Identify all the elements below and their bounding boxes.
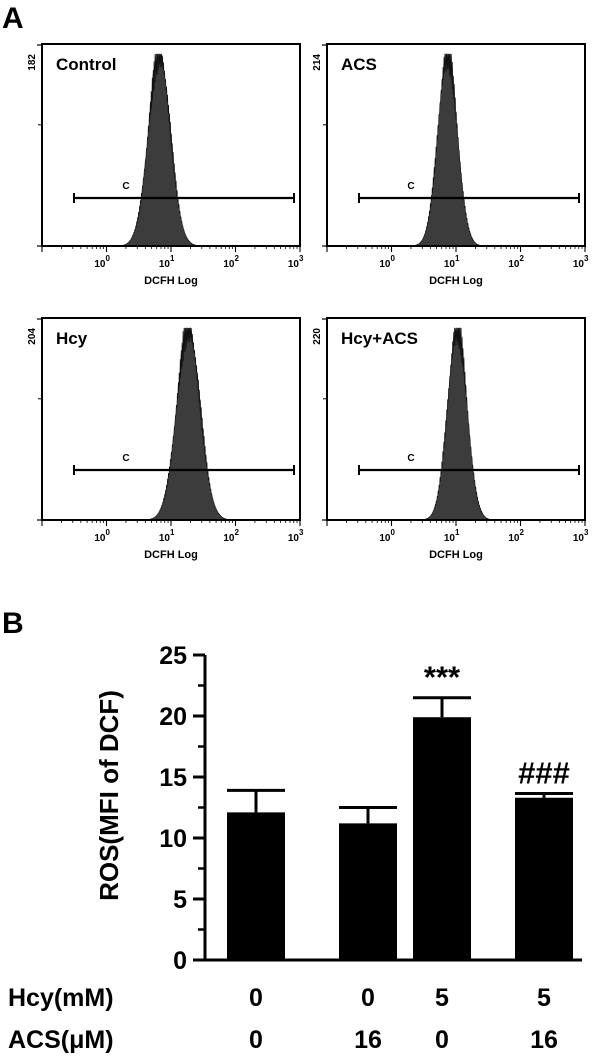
y-tick-label: 0 bbox=[173, 947, 187, 975]
bar bbox=[413, 717, 471, 960]
bar bbox=[227, 812, 285, 960]
y-max-label: 220 bbox=[312, 328, 323, 345]
panel-a-letter: A bbox=[2, 2, 24, 35]
x-tick-label: 10 bbox=[379, 533, 391, 544]
bar-chart: 0 5 10 15 20 25 ROS(MFI of DCF) 0 0 0 16 *** 5 0 ### 5 1… bbox=[8, 642, 582, 1054]
histogram-title: ACS bbox=[341, 55, 377, 74]
y-max-label: 204 bbox=[27, 328, 38, 345]
x-tick-label: 10 bbox=[94, 259, 106, 270]
x-tick-exponent: 1 bbox=[170, 254, 175, 263]
significance-marker: ### bbox=[518, 755, 570, 790]
x-tick-label: 10 bbox=[573, 259, 585, 270]
x-tick-label: 10 bbox=[223, 259, 235, 270]
x-tick-exponent: 3 bbox=[584, 528, 589, 537]
hcy-value: 5 bbox=[435, 984, 449, 1012]
x-tick-exponent: 2 bbox=[235, 254, 240, 263]
x-tick-label: 10 bbox=[573, 533, 585, 544]
x-tick-exponent: 0 bbox=[106, 254, 111, 263]
bar bbox=[339, 823, 397, 960]
histogram-fill bbox=[136, 327, 240, 521]
hcy-row-label: Hcy(mM) bbox=[8, 984, 114, 1012]
x-tick-label: 10 bbox=[379, 259, 391, 270]
x-axis-label: DCFH Log bbox=[144, 549, 198, 561]
x-tick-exponent: 2 bbox=[520, 254, 525, 263]
histogram-fill bbox=[405, 327, 509, 521]
x-tick-exponent: 0 bbox=[391, 254, 396, 263]
x-tick-label: 10 bbox=[444, 533, 456, 544]
gate-label: C bbox=[122, 453, 129, 464]
x-axis-label: DCFH Log bbox=[429, 275, 483, 287]
x-axis-label: DCFH Log bbox=[144, 275, 198, 287]
hcy-value: 5 bbox=[537, 984, 551, 1012]
x-tick-exponent: 1 bbox=[170, 528, 175, 537]
x-tick-label: 10 bbox=[159, 259, 171, 270]
hcy-value: 0 bbox=[249, 984, 263, 1012]
x-tick-label: 10 bbox=[508, 259, 520, 270]
x-tick-label: 10 bbox=[94, 533, 106, 544]
x-tick-label: 10 bbox=[444, 259, 456, 270]
histogram-fill bbox=[396, 53, 500, 247]
y-max-label: 182 bbox=[27, 54, 38, 71]
x-tick-exponent: 2 bbox=[520, 528, 525, 537]
x-tick-exponent: 0 bbox=[391, 528, 396, 537]
hcy-value: 0 bbox=[361, 984, 375, 1012]
x-tick-label: 10 bbox=[508, 533, 520, 544]
gate-label: C bbox=[407, 453, 414, 464]
bar bbox=[515, 797, 573, 960]
acs-value: 16 bbox=[530, 1026, 558, 1054]
y-tick-label: 25 bbox=[159, 642, 187, 670]
x-tick-exponent: 2 bbox=[235, 528, 240, 537]
histogram-fill bbox=[107, 53, 211, 247]
x-tick-label: 10 bbox=[223, 533, 235, 544]
histogram-title: Hcy+ACS bbox=[341, 329, 418, 348]
x-tick-exponent: 3 bbox=[584, 254, 589, 263]
gate-label: C bbox=[407, 181, 414, 192]
y-tick-label: 20 bbox=[159, 703, 187, 731]
significance-marker: *** bbox=[424, 660, 461, 695]
acs-value: 0 bbox=[435, 1026, 449, 1054]
acs-row-label: ACS(μM) bbox=[8, 1026, 114, 1054]
x-tick-exponent: 0 bbox=[106, 528, 111, 537]
x-tick-exponent: 1 bbox=[455, 254, 460, 263]
y-tick-label: 15 bbox=[159, 764, 187, 792]
y-max-label: 214 bbox=[312, 54, 323, 71]
x-tick-exponent: 3 bbox=[299, 528, 304, 537]
x-axis-label: DCFH Log bbox=[429, 549, 483, 561]
x-tick-exponent: 1 bbox=[455, 528, 460, 537]
y-tick-label: 10 bbox=[159, 825, 187, 853]
x-tick-label: 10 bbox=[159, 533, 171, 544]
x-tick-label: 10 bbox=[288, 259, 300, 270]
y-tick-label: 5 bbox=[173, 886, 187, 914]
acs-value: 16 bbox=[354, 1026, 382, 1054]
x-tick-exponent: 3 bbox=[299, 254, 304, 263]
histogram-title: Control bbox=[56, 55, 116, 74]
histogram-title: Hcy bbox=[56, 329, 88, 348]
panel-b-letter: B bbox=[2, 607, 24, 640]
gate-label: C bbox=[122, 181, 129, 192]
x-tick-label: 10 bbox=[288, 533, 300, 544]
acs-value: 0 bbox=[249, 1026, 263, 1054]
y-axis-label: ROS(MFI of DCF) bbox=[94, 690, 124, 901]
